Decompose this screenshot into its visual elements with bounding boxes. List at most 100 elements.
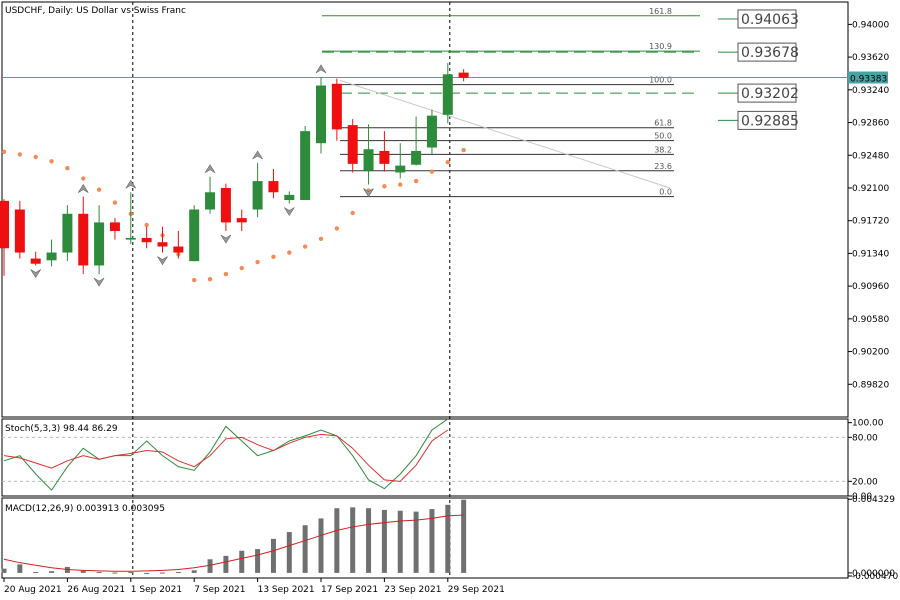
time-tick-label: 17 Sep 2021 (321, 585, 378, 595)
stochastic-signal-line (3, 429, 449, 482)
candle-body (109, 222, 120, 232)
price-tick-label: 0.90200 (852, 348, 889, 358)
price-tick-label: 0.90960 (852, 282, 889, 292)
fibo-price-box (737, 42, 797, 62)
fibo-price-box (737, 9, 797, 29)
price-tick-label: 0.93240 (852, 86, 889, 96)
candle-body (300, 131, 311, 201)
candle-body (252, 181, 263, 210)
sar-dot (445, 159, 450, 165)
candle-body (395, 165, 406, 173)
macd-histogram-bar (223, 555, 229, 573)
macd-histogram-bar (191, 570, 197, 573)
candle-body (62, 213, 73, 253)
macd-series (1, 499, 467, 574)
price-tick-label: 0.90580 (852, 315, 889, 325)
fibo-price-box (737, 110, 797, 130)
sar-dot (350, 210, 355, 216)
candle-body (46, 252, 57, 261)
candle-body (220, 187, 231, 223)
sar-dot (65, 165, 70, 171)
candle-body (0, 200, 9, 249)
price-tick-label: 0.92860 (852, 119, 889, 129)
macd-histogram-bar (1, 568, 7, 573)
macd-axis: 0.004329 0.000000-0.000470 (848, 495, 898, 582)
sar-dot (271, 254, 276, 260)
fractal-up-arrow (125, 179, 137, 189)
stochastic-main-line (3, 418, 449, 491)
macd-histogram-bar (397, 510, 403, 573)
fibo-price-label: 0.94063 (741, 12, 799, 28)
candle-body (30, 258, 41, 264)
fractal-down-arrow (30, 269, 41, 279)
candle-body (173, 246, 184, 253)
candle-body (236, 218, 247, 223)
macd-histogram-bar (286, 532, 292, 573)
sar-dot (318, 236, 324, 241)
sar-dot (239, 265, 244, 271)
fibo-level-label: 23.6 (654, 162, 672, 171)
sar-dot (49, 159, 54, 164)
macd-histogram-bar (112, 572, 118, 574)
fibo-level-label: 161.8 (649, 7, 672, 16)
fibo-level-label: 0.0 (659, 188, 672, 197)
candle-body (94, 222, 105, 266)
macd-histogram-bar (413, 511, 419, 573)
fractal-up-arrow (252, 150, 263, 160)
stochastic-tick-label: 80.00 (852, 433, 878, 443)
candle-body (284, 194, 295, 201)
fibo-level-label: 38.2 (654, 145, 672, 154)
sar-dot (429, 169, 435, 174)
fibonacci-retracement: 161.8 130.9 100.0 61.8 50.0 38.2 23.6 0.0 0.9406… (322, 7, 799, 198)
stochastic-tick-label: 20.00 (852, 477, 878, 487)
fractal-up-arrow (204, 164, 216, 174)
macd-histogram-bar (160, 572, 165, 574)
fractal-down-arrow (220, 234, 232, 244)
parabolic-sar (1, 147, 466, 283)
current-price-tag (848, 71, 888, 84)
macd-panel-frame (1, 497, 849, 579)
time-tick-label: 29 Sep 2021 (448, 585, 505, 595)
price-panel-frame (1, 1, 849, 418)
sar-dot (96, 187, 102, 192)
candle-body (205, 192, 216, 210)
fibo-level-label: 100.0 (649, 76, 672, 85)
sar-dot (112, 200, 118, 205)
macd-histogram-bar (207, 559, 213, 573)
price-tick-label: 0.91340 (852, 249, 889, 259)
price-tick-label: 0.91720 (852, 217, 889, 227)
fibo-price-label: 0.93678 (741, 45, 799, 61)
sar-dot (334, 226, 340, 231)
macd-histogram-bar (334, 508, 340, 573)
candle-body (458, 72, 469, 78)
macd-histogram-bar (175, 572, 181, 574)
candlesticks (0, 63, 469, 276)
macd-histogram-bar (96, 572, 102, 574)
candle-body (189, 209, 200, 262)
macd-histogram-bar (429, 509, 435, 573)
candle-body (411, 150, 422, 165)
sar-dot (192, 277, 197, 283)
stochastic-tick-label: 100.00 (852, 419, 884, 429)
candle-body (379, 150, 390, 164)
macd-histogram-bar (255, 549, 261, 573)
macd-tick-label: 0.000000 (852, 569, 895, 579)
fractal-up-arrow (77, 184, 89, 193)
fibo-level-label: 50.0 (654, 132, 672, 141)
time-tick-label: 1 Sep 2021 (131, 585, 182, 595)
sar-dot (287, 250, 292, 255)
macd-histogram-bar (144, 572, 150, 574)
macd-histogram-bar (33, 572, 39, 574)
stochastic-lines (3, 418, 449, 491)
macd-histogram-bar (17, 564, 23, 573)
stochastic-panel-frame (1, 418, 849, 497)
macd-histogram-bar (239, 550, 245, 573)
candle-body (157, 242, 168, 247)
candle-body (347, 125, 358, 164)
fractal-down-arrow (284, 207, 295, 217)
candle-body (363, 149, 374, 171)
macd-histogram-bar (49, 571, 55, 573)
candle-body (141, 237, 152, 243)
time-tick-label: 20 Aug 2021 (4, 585, 62, 595)
price-tick-label: 0.92100 (852, 184, 889, 194)
